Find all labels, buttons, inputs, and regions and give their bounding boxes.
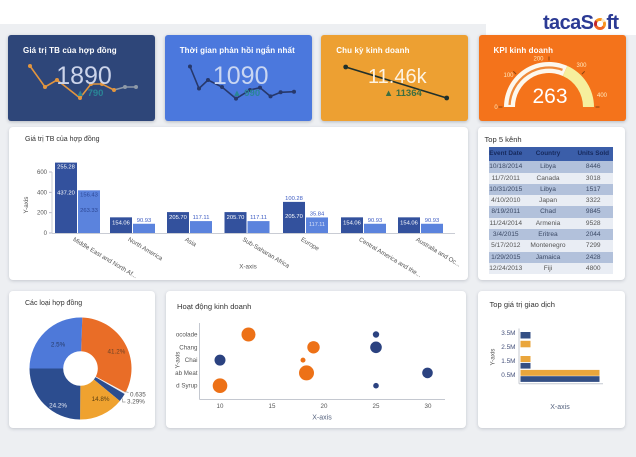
svg-text:10: 10 bbox=[217, 403, 224, 410]
svg-text:3.5M: 3.5M bbox=[501, 330, 515, 337]
svg-text:300: 300 bbox=[576, 63, 587, 69]
svg-text:400: 400 bbox=[37, 190, 48, 196]
svg-text:0.5M: 0.5M bbox=[501, 372, 515, 379]
svg-text:X-axis: X-axis bbox=[550, 404, 570, 411]
svg-text:Y-axis: Y-axis bbox=[23, 197, 30, 214]
svg-text:0: 0 bbox=[44, 231, 48, 237]
svg-text:0.635: 0.635 bbox=[130, 392, 146, 399]
svg-text:156.43: 156.43 bbox=[80, 192, 98, 198]
svg-text:100.28: 100.28 bbox=[285, 196, 303, 202]
svg-text:Y-axis: Y-axis bbox=[489, 349, 496, 366]
svg-text:154.06: 154.06 bbox=[343, 220, 361, 226]
svg-text:90.93: 90.93 bbox=[137, 218, 152, 224]
svg-text:Chang: Chang bbox=[179, 344, 198, 351]
svg-text:3.29%: 3.29% bbox=[127, 399, 145, 406]
svg-text:2.5M: 2.5M bbox=[501, 344, 515, 351]
svg-text:255.28: 255.28 bbox=[57, 165, 75, 171]
svg-text:Europe: Europe bbox=[299, 236, 320, 253]
svg-text:205.70: 205.70 bbox=[227, 215, 245, 221]
svg-text:41.2%: 41.2% bbox=[107, 349, 125, 356]
svg-text:Chai: Chai bbox=[185, 357, 198, 364]
svg-text:1.5M: 1.5M bbox=[501, 358, 515, 365]
svg-text:ocolade: ocolade bbox=[176, 332, 198, 339]
svg-text:117.11: 117.11 bbox=[309, 222, 325, 228]
svg-text:400: 400 bbox=[596, 93, 607, 99]
svg-text:154.06: 154.06 bbox=[400, 220, 418, 226]
svg-text:X-axis: X-axis bbox=[239, 264, 257, 271]
svg-text:90.93: 90.93 bbox=[368, 218, 383, 224]
svg-text:200: 200 bbox=[533, 57, 544, 63]
svg-text:205.70: 205.70 bbox=[169, 215, 187, 221]
svg-text:20: 20 bbox=[321, 403, 328, 410]
svg-text:14.8%: 14.8% bbox=[92, 396, 110, 403]
svg-text:24.2%: 24.2% bbox=[49, 403, 67, 410]
svg-text:600: 600 bbox=[37, 170, 48, 176]
svg-text:35.84: 35.84 bbox=[310, 212, 325, 218]
svg-text:25: 25 bbox=[373, 403, 380, 410]
svg-text:263.33: 263.33 bbox=[80, 208, 98, 214]
svg-text:0: 0 bbox=[494, 105, 498, 111]
svg-text:30: 30 bbox=[425, 403, 432, 410]
svg-text:North America: North America bbox=[126, 236, 164, 262]
svg-text:100: 100 bbox=[503, 73, 514, 79]
svg-text:ab Meat: ab Meat bbox=[175, 370, 198, 377]
svg-text:15: 15 bbox=[269, 403, 276, 410]
svg-text:154.06: 154.06 bbox=[112, 220, 130, 226]
svg-text:117.11: 117.11 bbox=[193, 215, 210, 221]
svg-text:263: 263 bbox=[532, 85, 567, 108]
svg-text:2.5%: 2.5% bbox=[51, 342, 66, 349]
svg-text:Australia and Oc...: Australia and Oc... bbox=[414, 236, 461, 268]
svg-text:117.11: 117.11 bbox=[250, 215, 267, 221]
svg-text:d Syrup: d Syrup bbox=[176, 383, 198, 390]
svg-text:200: 200 bbox=[37, 211, 48, 217]
svg-text:437.20: 437.20 bbox=[57, 191, 75, 197]
svg-text:90.93: 90.93 bbox=[425, 218, 440, 224]
svg-text:X-axis: X-axis bbox=[312, 415, 332, 422]
svg-text:Asia: Asia bbox=[183, 236, 197, 248]
svg-text:Central America and the...: Central America and the... bbox=[357, 236, 422, 279]
svg-text:Y-axis: Y-axis bbox=[175, 352, 182, 369]
svg-text:205.70: 205.70 bbox=[285, 214, 303, 220]
